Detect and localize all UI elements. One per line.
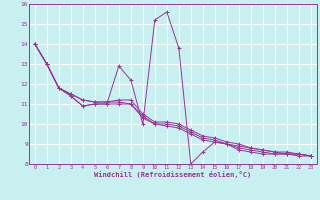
X-axis label: Windchill (Refroidissement éolien,°C): Windchill (Refroidissement éolien,°C) <box>94 171 252 178</box>
